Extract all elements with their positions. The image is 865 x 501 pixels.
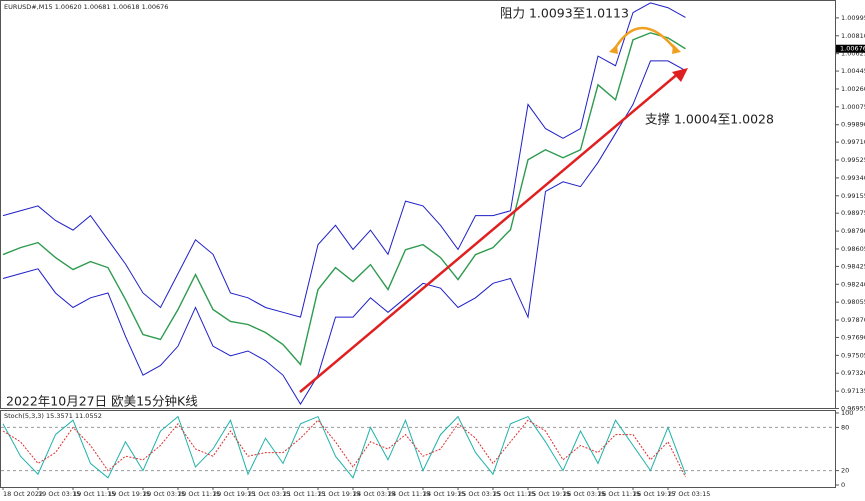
x-tick-label: 27 Oct 03:15 — [668, 490, 710, 498]
current-price-label: 1.00676 — [840, 45, 865, 53]
y-tick-label: 0.96955 — [841, 405, 865, 413]
x-tick-label: 24 Oct 03:15 — [353, 490, 395, 498]
series-line — [2, 415, 686, 479]
y-tick-label: 0.97135 — [841, 387, 865, 395]
y-tick-label: 0.97505 — [841, 351, 865, 359]
y-tick-label: 0.99525 — [841, 156, 865, 164]
x-tick-label: 20 Oct 11:15 — [178, 490, 220, 498]
series-line — [2, 32, 686, 367]
x-tick-label: 26 Oct 03:15 — [563, 490, 605, 498]
y-tick-label: 0.98975 — [841, 209, 865, 217]
x-tick-label: 21 Oct 03:15 — [248, 490, 290, 498]
x-tick-label: 20 Oct 03:15 — [143, 490, 185, 498]
trend-line — [299, 71, 681, 393]
arc-arrow-left — [609, 44, 618, 54]
y-tick-label: 0.98605 — [841, 245, 865, 253]
stoch-frame — [0, 410, 836, 488]
y-tick-label: 0.99155 — [841, 192, 865, 200]
x-tick-label: 25 Oct 19:15 — [528, 490, 570, 498]
arc-arrow-right — [672, 44, 681, 54]
y-tick-label: 1.00995 — [841, 14, 865, 22]
x-tick-label: 19 Oct 03:15 — [38, 490, 80, 498]
y-tick-label: 100 — [841, 409, 853, 417]
chart-caption: 2022年10月27日 欧美15分钟K线 — [6, 394, 198, 409]
y-tick-label: 1.00260 — [841, 85, 865, 93]
y-tick-label: 0 — [841, 481, 845, 489]
support-note: 支撑 1.0004至1.0028 — [645, 112, 774, 127]
y-tick-label: 1.00075 — [841, 103, 865, 111]
trend-arrow — [672, 68, 688, 82]
x-tick-label: 21 Oct 11:15 — [283, 490, 325, 498]
y-tick-label: 1.00625 — [841, 50, 865, 58]
x-tick-label: 18 Oct 2022 — [3, 490, 43, 498]
y-tick-label: 80 — [841, 423, 849, 431]
x-tick-label: 26 Oct 11:15 — [598, 490, 640, 498]
resistance-arc — [612, 26, 677, 51]
x-tick-label: 20 Oct 19:15 — [213, 490, 255, 498]
x-tick-label: 19 Oct 11:15 — [73, 490, 115, 498]
x-tick-label: 25 Oct 03:15 — [458, 490, 500, 498]
y-tick-label: 1.00445 — [841, 67, 865, 75]
x-tick-label: 21 Oct 19:15 — [318, 490, 360, 498]
y-tick-label: 0.98055 — [841, 298, 865, 306]
y-tick-label: 0.98425 — [841, 262, 865, 270]
x-tick-label: 24 Oct 19:15 — [423, 490, 465, 498]
x-tick-label: 25 Oct 11:15 — [493, 490, 535, 498]
x-tick-label: 24 Oct 11:15 — [388, 490, 430, 498]
series-line — [2, 2, 686, 318]
series-line — [2, 419, 686, 478]
series-line — [2, 60, 686, 406]
main-frame — [0, 0, 836, 409]
y-tick-label: 1.00810 — [841, 32, 865, 40]
y-tick-label: 20 — [841, 467, 849, 475]
resistance-note: 阻力 1.0093至1.0113 — [500, 6, 629, 21]
x-tick-label: 19 Oct 19:15 — [108, 490, 150, 498]
x-tick-label: 26 Oct 19:15 — [633, 490, 675, 498]
chart-header: EURUSD#,M15 1.00620 1.00681 1.00618 1.00… — [4, 3, 168, 11]
stoch-header: Stoch(5,3,3) 15.3571 11.0552 — [4, 412, 102, 420]
current-price-box — [836, 44, 865, 53]
